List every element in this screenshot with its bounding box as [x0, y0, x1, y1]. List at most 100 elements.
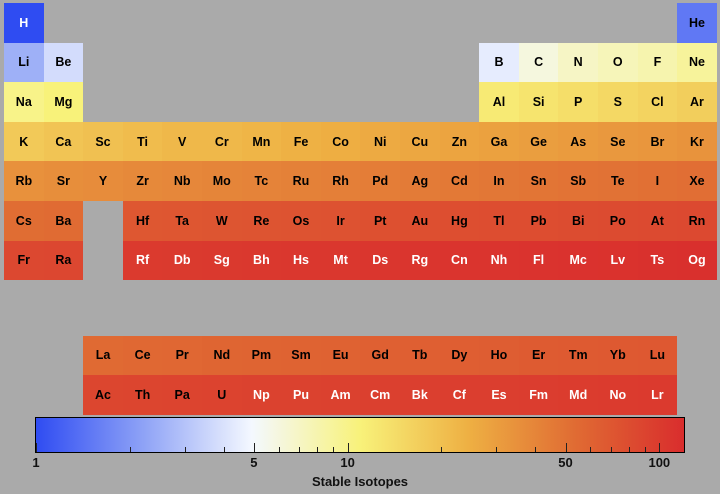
colorbar-minor-tick [317, 447, 319, 452]
colorbar-label: Stable Isotopes [311, 474, 409, 489]
colorbar-minor-tick [333, 447, 335, 452]
colorbar-tick-label: 100 [648, 455, 671, 470]
element-cell-nd: Nd [202, 335, 242, 376]
colorbar-tick-label: 10 [340, 455, 355, 470]
element-cell-kr: Kr [677, 121, 717, 162]
element-cell-xe: Xe [677, 161, 717, 201]
element-cell-fe: Fe [281, 121, 321, 162]
element-cell-mo: Mo [202, 161, 242, 201]
element-cell-tm: Tm [558, 335, 598, 376]
element-cell-cu: Cu [400, 121, 440, 162]
element-cell-v: V [162, 121, 202, 162]
element-cell-rb: Rb [4, 161, 44, 201]
element-cell-zr: Zr [122, 161, 163, 201]
element-cell-pd: Pd [360, 161, 400, 201]
element-cell-he: He [677, 3, 717, 43]
element-cell-o: O [598, 42, 638, 83]
element-cell-cl: Cl [637, 82, 678, 122]
element-cell-gd: Gd [360, 335, 400, 376]
element-cell-pt: Pt [360, 201, 400, 241]
element-cell-c: C [518, 42, 559, 83]
element-cell-np: Np [241, 375, 282, 415]
colorbar-major-tick [347, 443, 349, 452]
element-cell-no: No [598, 375, 638, 415]
element-cell-cd: Cd [439, 161, 480, 201]
element-cell-cm: Cm [360, 375, 400, 415]
element-cell-pu: Pu [281, 375, 321, 415]
element-cell-eu: Eu [320, 335, 361, 376]
element-cell-ba: Ba [43, 201, 84, 241]
element-cell-ra: Ra [43, 240, 84, 281]
element-cell-sn: Sn [518, 161, 559, 201]
element-cell-bh: Bh [241, 240, 282, 281]
element-cell-la: La [83, 335, 123, 376]
element-cell-am: Am [320, 375, 361, 415]
periodic-table-heatmap: H He Li Be B C N O F Ne Na Mg Al Si P S Cl Ar K Ca Sc Ti V Cr Mn… [4, 3, 717, 415]
element-cell-ti: Ti [122, 121, 163, 162]
element-cell-lr: Lr [637, 375, 678, 415]
element-cell-os: Os [281, 201, 321, 241]
element-cell-se: Se [598, 121, 638, 162]
element-cell-cn: Cn [439, 240, 480, 281]
element-cell-pm: Pm [241, 335, 282, 376]
element-cell-bi: Bi [558, 201, 598, 241]
colorbar-minor-tick [535, 447, 537, 452]
element-cell-f: F [637, 42, 678, 83]
element-cell-rn: Rn [677, 201, 717, 241]
element-cell-lu: Lu [637, 335, 678, 376]
element-cell-ne: Ne [677, 42, 717, 83]
colorbar-tick-label: 1 [32, 455, 40, 470]
element-cell-dy: Dy [439, 335, 480, 376]
colorbar-minor-tick [129, 447, 131, 452]
colorbar-major-tick [659, 443, 661, 452]
colorbar-tick-label: 5 [250, 455, 258, 470]
colorbar-major-tick [565, 443, 567, 452]
colorbar-minor-tick [496, 447, 498, 452]
element-cell-y: Y [83, 161, 123, 201]
element-cell-mc: Mc [558, 240, 598, 281]
element-cell-es: Es [479, 375, 519, 415]
element-cell-ds: Ds [360, 240, 400, 281]
element-cell-k: K [4, 121, 44, 162]
element-cell-ru: Ru [281, 161, 321, 201]
element-cell-ta: Ta [162, 201, 202, 241]
element-cell-cs: Cs [4, 201, 44, 241]
element-cell-cf: Cf [439, 375, 480, 415]
element-cell-og: Og [677, 240, 717, 281]
element-cell-bk: Bk [400, 375, 440, 415]
element-cell-nh: Nh [479, 240, 519, 281]
colorbar-minor-tick [645, 447, 647, 452]
element-cell-sb: Sb [558, 161, 598, 201]
element-cell-hs: Hs [281, 240, 321, 281]
colorbar-tick-label: 50 [558, 455, 573, 470]
element-cell-ho: Ho [479, 335, 519, 376]
colorbar-minor-tick [611, 447, 613, 452]
element-cell-ce: Ce [122, 335, 163, 376]
element-cell-pb: Pb [518, 201, 559, 241]
element-cell-sg: Sg [202, 240, 242, 281]
element-cell-ni: Ni [360, 121, 400, 162]
element-cell-cr: Cr [202, 121, 242, 162]
element-cell-mn: Mn [241, 121, 282, 162]
element-cell-tl: Tl [479, 201, 519, 241]
colorbar-minor-tick [590, 447, 592, 452]
element-cell-mt: Mt [320, 240, 361, 281]
colorbar-minor-tick [441, 447, 443, 452]
element-cell-mg: Mg [43, 82, 84, 122]
element-cell-md: Md [558, 375, 598, 415]
element-cell-fl: Fl [518, 240, 559, 281]
element-cell-pr: Pr [162, 335, 202, 376]
element-cell-zn: Zn [439, 121, 480, 162]
element-cell-ag: Ag [400, 161, 440, 201]
colorbar-minor-tick [184, 447, 186, 452]
element-cell-db: Db [162, 240, 202, 281]
element-cell-rg: Rg [400, 240, 440, 281]
element-cell-ts: Ts [637, 240, 678, 281]
element-cell-rf: Rf [122, 240, 163, 281]
element-cell-tb: Tb [400, 335, 440, 376]
element-cell-sr: Sr [43, 161, 84, 201]
element-cell-lv: Lv [598, 240, 638, 281]
element-cell-rh: Rh [320, 161, 361, 201]
element-cell-na: Na [4, 82, 44, 122]
element-cell-as: As [558, 121, 598, 162]
